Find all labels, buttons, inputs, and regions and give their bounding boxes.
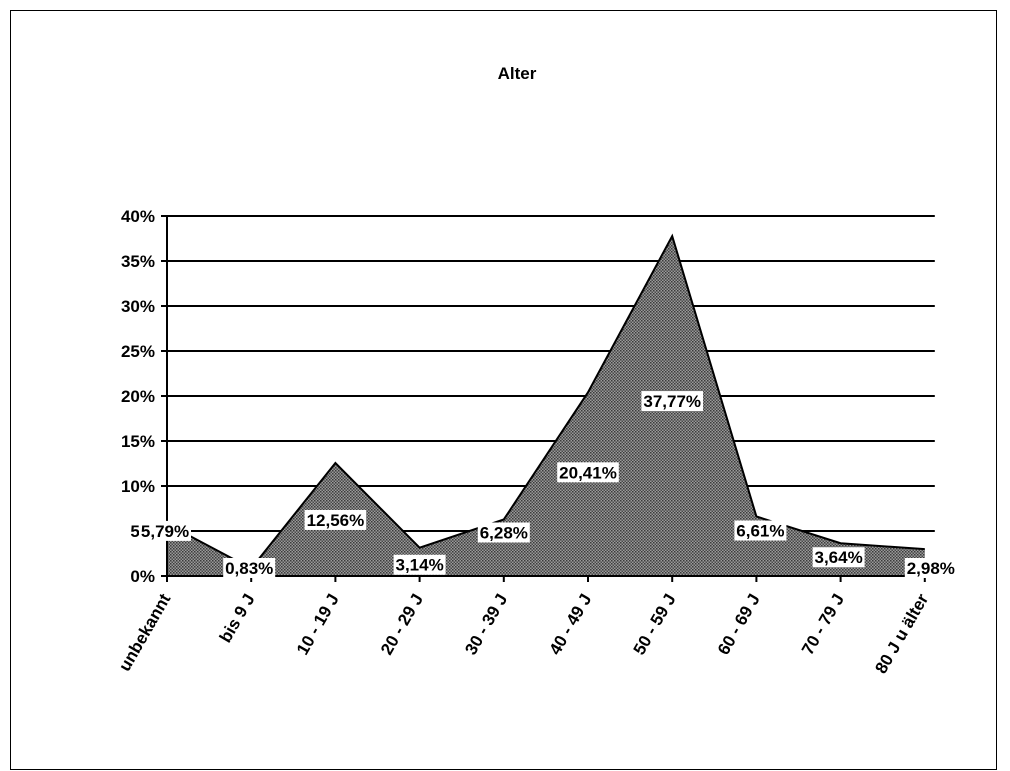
data-label-box [139,520,191,541]
data-label: 5,79% [141,522,189,541]
data-label-box [904,558,957,578]
y-tick-label: 40% [121,207,155,226]
y-tick-label: 25% [121,342,155,361]
gridlines [167,215,935,532]
y-tick-label: 20% [121,387,155,406]
data-labels: 5,79% 0,83% 12,56% 3,14% 6,28% 20,41% 37,77% 6,… [139,391,957,578]
data-label-box [734,520,787,541]
y-tick-label: 10% [121,477,155,496]
data-label: 20,41% [559,463,617,482]
data-label-box [393,554,446,575]
data-label-box [557,462,619,483]
data-label: 6,28% [480,523,528,542]
chart-area: Alter 0%5%10%15%20%25%30%35%40% unbekann… [115,64,957,677]
x-tick-labels: unbekannt bis 9 J 10 - 19 J 20 - 29 J 30 - 3… [115,590,932,677]
chart-title: Alter [498,64,537,83]
data-label: 2,98% [907,559,955,578]
data-label: 6,61% [736,522,784,541]
x-tick-label: 50 - 59 J [630,591,680,659]
x-tick-label: 80 J u älter [871,590,932,677]
x-tick-label: 60 - 69 J [714,591,764,659]
area-fill [167,236,925,576]
x-tick-label: 70 - 79 J [798,591,848,659]
x-tick-label: 30 - 39 J [461,591,511,659]
data-label: 3,14% [395,556,443,575]
y-tick-label: 15% [121,432,155,451]
data-label-box [477,522,530,543]
x-tick-label: bis 9 J [216,591,259,646]
x-tick-label: 10 - 19 J [293,591,343,659]
y-tick-label: 30% [121,297,155,316]
data-label-box [304,509,367,530]
data-label: 3,64% [814,548,862,567]
chart-frame: Alter 0%5%10%15%20%25%30%35%40% unbekann… [10,10,997,770]
data-label-box [812,547,865,568]
data-label-box [223,558,276,578]
data-label-box [641,391,703,412]
x-tick-label: 40 - 49 J [545,591,595,659]
data-label: 12,56% [307,511,365,530]
area-series [166,233,925,576]
y-tick-label: 35% [121,252,155,271]
area-outline [166,233,925,570]
data-label: 37,77% [643,392,701,411]
y-tick-labels: 0%5%10%15%20%25%30%35%40% [121,207,155,586]
y-tick-label: 0% [130,567,155,586]
x-tick-label: 20 - 29 J [377,591,427,659]
data-label: 0,83% [225,559,273,578]
x-tick-label: unbekannt [115,590,175,674]
